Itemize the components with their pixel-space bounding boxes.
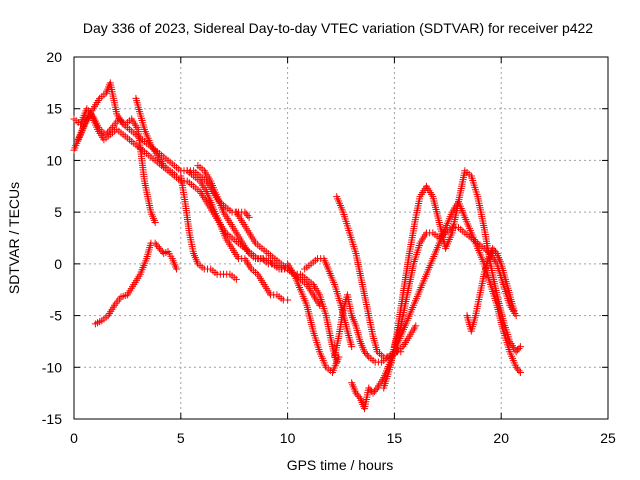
data-point: [514, 346, 522, 354]
data-point: [510, 306, 518, 314]
data-point: [245, 213, 253, 221]
data-point: [153, 241, 161, 249]
series-arc-5: [132, 94, 240, 283]
x-tick-label: 20: [493, 430, 509, 446]
y-tick-label: -5: [50, 308, 63, 324]
data-point: [489, 244, 497, 252]
plot-frame: [73, 56, 609, 420]
data-point: [512, 348, 520, 356]
data-point: [348, 343, 356, 351]
data-point: [363, 351, 371, 359]
data-point: [490, 246, 498, 254]
data-point: [244, 212, 252, 220]
data-point: [512, 312, 520, 320]
series-arc-10: [301, 255, 356, 351]
data-point: [154, 243, 162, 251]
data-point: [107, 125, 115, 133]
data-point: [365, 384, 373, 392]
data-point: [284, 296, 292, 304]
data-point: [372, 386, 380, 394]
data-point: [362, 349, 370, 357]
y-tick-label: -15: [42, 411, 62, 427]
y-tick-label: 10: [46, 152, 62, 168]
data-point: [241, 208, 249, 216]
data-point: [242, 210, 250, 218]
series-arc-12: [333, 193, 420, 361]
series-arc-14: [380, 167, 524, 392]
y-tick-label: 20: [46, 49, 62, 65]
y-axis-label: SDTVAR / TECUs: [6, 182, 22, 294]
data-point: [353, 391, 361, 399]
y-tick-label: -10: [42, 359, 62, 375]
series-arc-4: [91, 239, 181, 328]
y-tick-label: 15: [46, 101, 62, 117]
data-point: [369, 389, 377, 397]
data-point: [360, 348, 368, 356]
data-point: [157, 246, 165, 254]
y-tick-label: 5: [54, 204, 62, 220]
x-tick-label: 5: [177, 430, 185, 446]
data-point: [151, 239, 159, 247]
data-point: [514, 365, 522, 373]
chart-title: Day 336 of 2023, Sidereal Day-to-day VTE…: [83, 20, 593, 36]
data-point: [515, 367, 523, 375]
x-tick-label: 0: [70, 430, 78, 446]
data-point: [515, 344, 523, 352]
series-arc-6: [183, 167, 292, 304]
axis-ticks: 0 5 10 15 20 25 -15 -10 -5 0 5 10 15 20: [42, 49, 616, 446]
series-arc-7: [194, 162, 324, 309]
data-point: [352, 389, 360, 397]
data-point: [512, 363, 520, 371]
x-axis-label: GPS time / hours: [287, 457, 394, 473]
series-arc-16: [463, 244, 518, 335]
data-point: [355, 393, 363, 401]
data-point: [151, 218, 159, 226]
data-point: [173, 265, 181, 273]
data-point: [412, 322, 420, 330]
y-tick-label: 0: [54, 256, 62, 272]
data-marks: [70, 79, 524, 413]
data-point: [155, 244, 163, 252]
data-point: [370, 387, 378, 395]
data-point: [516, 343, 524, 351]
x-tick-label: 15: [387, 430, 403, 446]
data-point: [492, 248, 500, 256]
data-point: [516, 368, 524, 376]
x-tick-label: 10: [280, 430, 296, 446]
data-point: [232, 275, 240, 283]
x-tick-label: 25: [600, 430, 616, 446]
series-arc-9: [284, 260, 343, 376]
